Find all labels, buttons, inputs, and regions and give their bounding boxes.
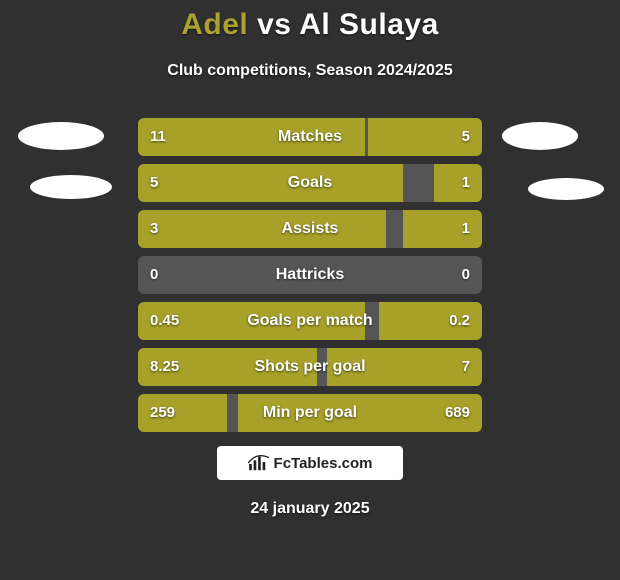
decorative-oval-2 bbox=[502, 122, 578, 150]
stat-row: 259689Min per goal bbox=[138, 394, 482, 432]
stats-panel: 115Matches 51Goals 31Assists 00Hattricks 0.4… bbox=[138, 118, 482, 440]
title-left: Adel bbox=[181, 8, 248, 41]
stat-row: 51Goals bbox=[138, 164, 482, 202]
stat-label: Goals bbox=[138, 164, 482, 202]
stat-row: 8.257Shots per goal bbox=[138, 348, 482, 386]
title-right: Al Sulaya bbox=[299, 8, 439, 41]
comparison-card: Adel vs Al Sulaya Club competitions, Sea… bbox=[0, 0, 620, 580]
bar-chart-icon bbox=[248, 454, 270, 472]
subtitle: Club competitions, Season 2024/2025 bbox=[0, 62, 620, 80]
stat-label: Goals per match bbox=[138, 302, 482, 340]
stat-label: Shots per goal bbox=[138, 348, 482, 386]
stat-label: Hattricks bbox=[138, 256, 482, 294]
stat-row: 31Assists bbox=[138, 210, 482, 248]
stat-label: Matches bbox=[138, 118, 482, 156]
stat-row: 0.450.2Goals per match bbox=[138, 302, 482, 340]
date-label: 24 january 2025 bbox=[0, 500, 620, 518]
logo-text: FcTables.com bbox=[274, 455, 373, 472]
decorative-oval-3 bbox=[528, 178, 604, 200]
decorative-oval-0 bbox=[18, 122, 104, 150]
page-title: Adel vs Al Sulaya bbox=[0, 8, 620, 42]
stat-row: 00Hattricks bbox=[138, 256, 482, 294]
stat-row: 115Matches bbox=[138, 118, 482, 156]
stat-label: Min per goal bbox=[138, 394, 482, 432]
title-vs: vs bbox=[257, 8, 291, 41]
decorative-oval-1 bbox=[30, 175, 112, 199]
stat-label: Assists bbox=[138, 210, 482, 248]
logo-box: FcTables.com bbox=[217, 446, 403, 480]
